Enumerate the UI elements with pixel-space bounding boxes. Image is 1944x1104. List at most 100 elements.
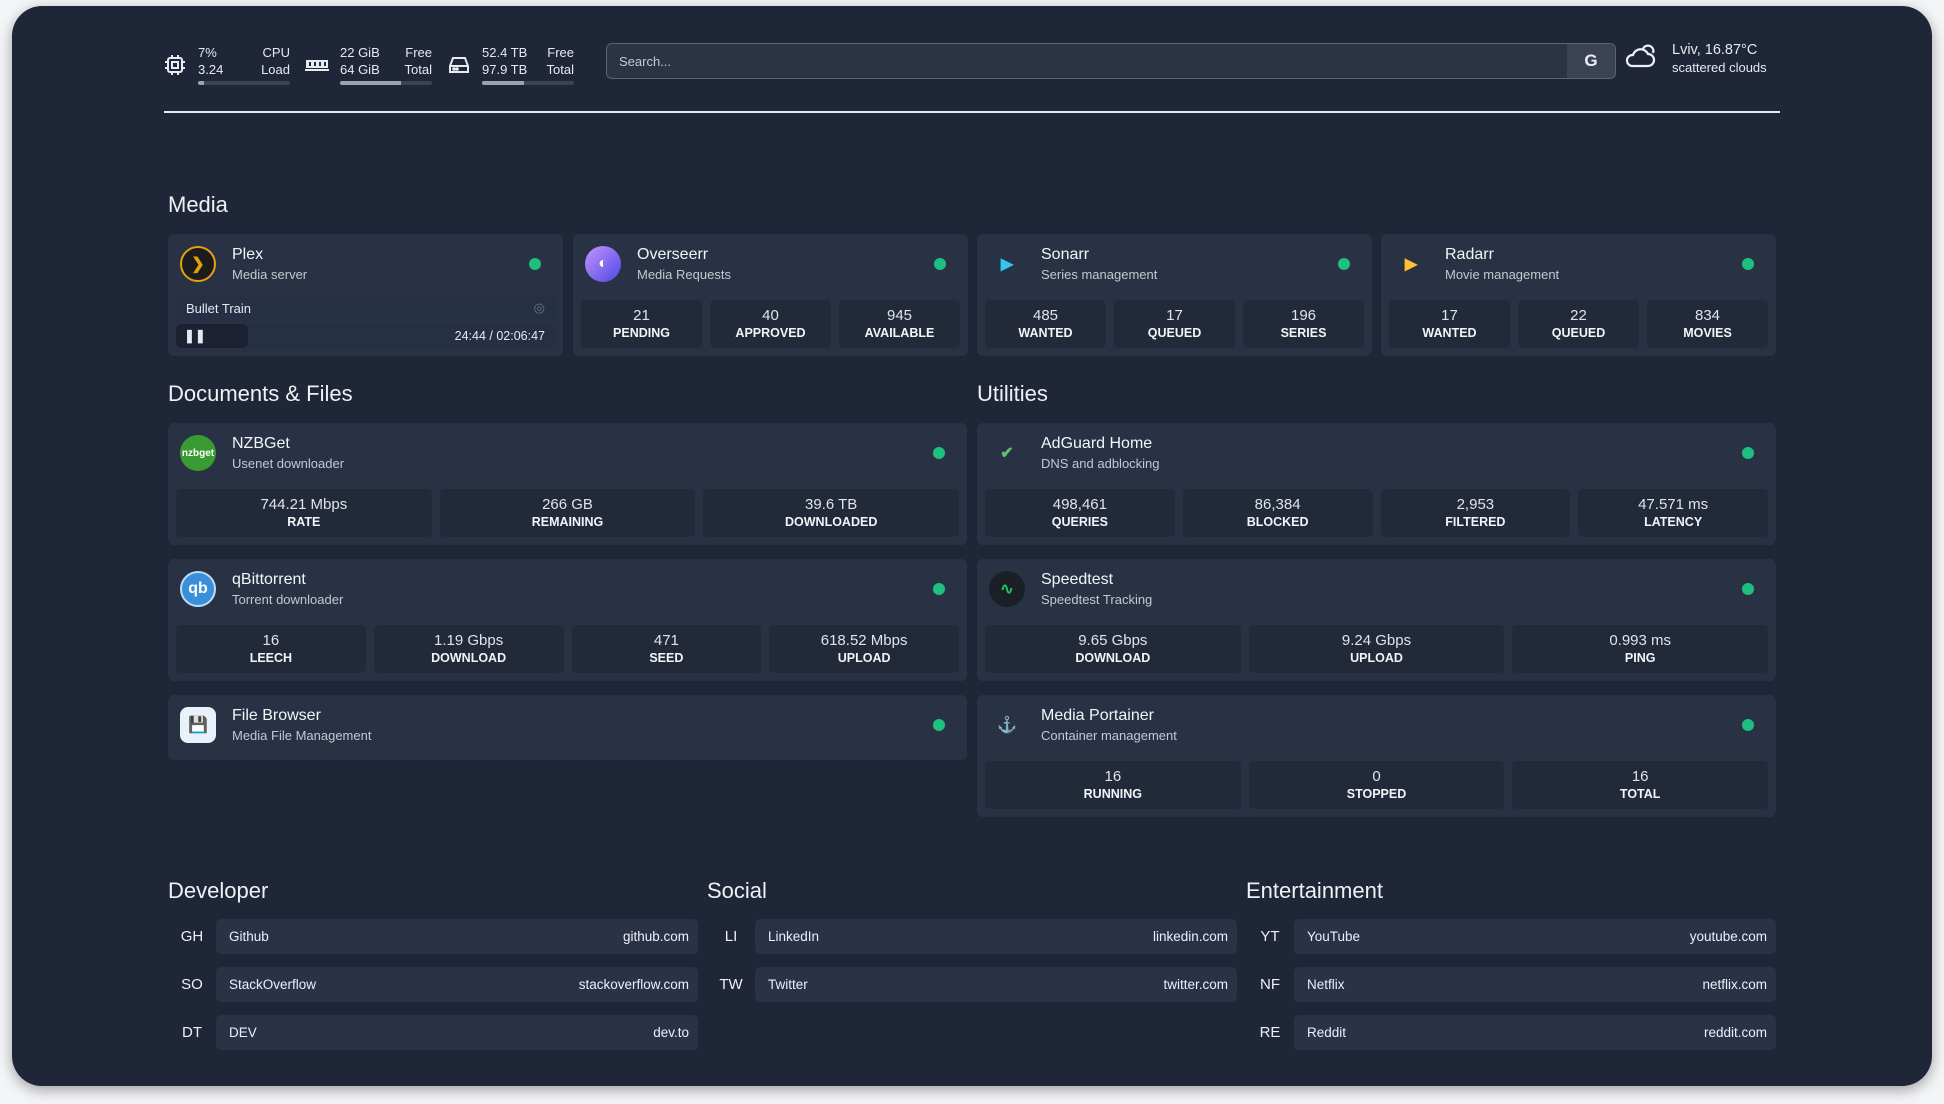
cpu-load: 3.24 <box>198 62 224 77</box>
service-card-nzbget[interactable]: nzbget NZBGet Usenet downloader 744.21 Mb… <box>168 423 967 545</box>
cpu-icon <box>162 52 188 78</box>
qbittorrent-icon: qb <box>180 571 216 607</box>
bookmark-entertainment[interactable]: NF Netflix netflix.com <box>1246 967 1776 1002</box>
bookmark-social[interactable]: TW Twitter twitter.com <box>707 967 1237 1002</box>
stat-value: 21 <box>633 307 650 324</box>
bookmark-abbr: YT <box>1260 928 1280 945</box>
header-divider <box>164 111 1780 113</box>
service-description: Series management <box>1041 267 1158 282</box>
pause-icon[interactable]: ❚❚ <box>184 328 206 343</box>
bookmark-name: Twitter <box>768 977 808 992</box>
service-name[interactable]: Sonarr <box>1041 246 1090 263</box>
playback-bar[interactable]: ❚❚ 24:44 / 02:06:47 <box>176 324 555 348</box>
bookmark-abbr: GH <box>180 928 204 945</box>
cpu-usage: 7% <box>198 45 217 60</box>
service-description: Movie management <box>1445 267 1560 282</box>
stat-block: 17 QUEUED <box>1114 300 1235 348</box>
stat-value: 945 <box>886 307 913 324</box>
stat-block: 266 GB REMAINING <box>439 489 696 537</box>
stat-value: 86,384 <box>1254 496 1301 513</box>
total-label: Total <box>546 62 574 77</box>
stat-block: 86,384 BLOCKED <box>1182 489 1373 537</box>
stat-block: 744.21 Mbps RATE <box>176 489 432 537</box>
bookmark-developer[interactable]: GH Github github.com <box>168 919 698 954</box>
service-card-radarr[interactable]: ▶ Radarr Movie management 17 WANTED 22 QUEUE… <box>1381 234 1776 356</box>
stat-block: 16 LEECH <box>176 625 366 673</box>
service-name[interactable]: Speedtest <box>1041 571 1114 588</box>
google-search-button[interactable]: G <box>1567 44 1615 78</box>
cpu-stats: 7% CPU 3.24 Load <box>198 44 290 85</box>
bookmark-abbr: NF <box>1260 976 1280 993</box>
bookmark-name: DEV <box>229 1025 257 1040</box>
bookmark-link[interactable]: YouTube youtube.com <box>1294 919 1776 954</box>
speedtest-icon: ∿ <box>989 571 1025 607</box>
service-name[interactable]: Plex <box>232 246 264 263</box>
status-dot <box>1742 447 1754 459</box>
service-card-portainer[interactable]: ⚓ Media Portainer Container management 16… <box>977 695 1776 817</box>
stat-label: REMAINING <box>531 515 604 529</box>
bookmark-link[interactable]: Twitter twitter.com <box>755 967 1237 1002</box>
stat-label: LATENCY <box>1644 515 1703 529</box>
service-name[interactable]: qBittorrent <box>232 571 306 588</box>
stat-label: UPLOAD <box>837 651 891 665</box>
total-label: Total <box>404 62 432 77</box>
bookmark-link[interactable]: DEV dev.to <box>216 1015 698 1050</box>
service-card-speedtest[interactable]: ∿ Speedtest Speedtest Tracking 9.65 Gbps D… <box>977 559 1776 681</box>
bookmark-social[interactable]: LI LinkedIn linkedin.com <box>707 919 1237 954</box>
service-name[interactable]: AdGuard Home <box>1041 435 1153 452</box>
service-description: Media server <box>232 267 308 282</box>
bookmark-entertainment[interactable]: YT YouTube youtube.com <box>1246 919 1776 954</box>
service-card-overseerr[interactable]: ◐ Overseerr Media Requests 21 PENDING 40 APP… <box>573 234 968 356</box>
bookmark-url: linkedin.com <box>1152 929 1228 944</box>
service-card-sonarr[interactable]: ▶ Sonarr Series management 485 WANTED 17 QUE… <box>977 234 1372 356</box>
stat-label: BLOCKED <box>1246 515 1309 529</box>
disk-total: 97.9 TB <box>482 62 528 77</box>
stat-label: AVAILABLE <box>864 326 935 340</box>
file-browser-icon: 💾 <box>180 707 216 743</box>
stat-label: DOWNLOAD <box>1075 651 1151 665</box>
stat-block: 47.571 ms LATENCY <box>1578 489 1768 537</box>
bookmark-link[interactable]: Reddit reddit.com <box>1294 1015 1776 1050</box>
stat-value: 16 <box>262 632 280 649</box>
service-name[interactable]: Media Portainer <box>1041 707 1154 724</box>
stat-block: 39.6 TB DOWNLOADED <box>703 489 960 537</box>
stat-value: 16 <box>1631 768 1649 785</box>
stat-value: 1.19 Gbps <box>434 632 504 649</box>
now-playing: Bullet Train ◎ <box>176 296 555 320</box>
service-stats: 485 WANTED 17 QUEUED 196 SERIES <box>985 300 1364 348</box>
search-input[interactable] <box>607 44 1567 78</box>
service-card-filebrowser[interactable]: 💾 File Browser Media File Management <box>168 695 967 760</box>
stat-value: 47.571 ms <box>1638 496 1709 513</box>
memory-bar <box>340 81 432 85</box>
stat-block: 16 TOTAL <box>1512 761 1769 809</box>
service-description: DNS and adblocking <box>1041 456 1160 471</box>
bookmark-link[interactable]: Github github.com <box>216 919 698 954</box>
bookmark-abbr: SO <box>181 976 203 993</box>
stat-block: 40 APPROVED <box>710 300 831 348</box>
bookmark-abbr: TW <box>719 976 743 993</box>
service-stats: 16 LEECH 1.19 Gbps DOWNLOAD 471 SEED 618.52 Mb… <box>176 625 959 673</box>
bookmark-developer[interactable]: DT DEV dev.to <box>168 1015 698 1050</box>
service-card-adguard[interactable]: ✔ AdGuard Home DNS and adblocking 498,461… <box>977 423 1776 545</box>
service-stats: 16 RUNNING 0 STOPPED 16 TOTAL <box>985 761 1769 809</box>
service-name[interactable]: NZBGet <box>232 435 290 452</box>
bookmark-link[interactable]: Netflix netflix.com <box>1294 967 1776 1002</box>
stat-value: 39.6 TB <box>805 496 858 513</box>
service-card-qbittorrent[interactable]: qb qBittorrent Torrent downloader 16 LEECH… <box>168 559 967 681</box>
status-dot <box>1742 258 1754 270</box>
stat-block: 1.19 Gbps DOWNLOAD <box>373 625 564 673</box>
service-name[interactable]: Overseerr <box>637 246 709 263</box>
bookmark-link[interactable]: LinkedIn linkedin.com <box>755 919 1237 954</box>
bookmark-entertainment[interactable]: RE Reddit reddit.com <box>1246 1015 1776 1050</box>
service-card-plex[interactable]: ❯ Plex Media server Bullet Train ◎ ❚❚ 24:44… <box>168 234 563 356</box>
service-name[interactable]: File Browser <box>232 707 321 724</box>
stat-block: 618.52 Mbps UPLOAD <box>769 625 959 673</box>
stat-block: 196 SERIES <box>1243 300 1364 348</box>
bookmark-link[interactable]: StackOverflow stackoverflow.com <box>216 967 698 1002</box>
section-developer: Developer <box>168 878 269 903</box>
stat-value: 266 GB <box>542 496 593 513</box>
service-name[interactable]: Radarr <box>1445 246 1494 263</box>
stat-value: 744.21 Mbps <box>260 496 348 513</box>
bookmark-developer[interactable]: SO StackOverflow stackoverflow.com <box>168 967 698 1002</box>
status-dot <box>933 719 945 731</box>
